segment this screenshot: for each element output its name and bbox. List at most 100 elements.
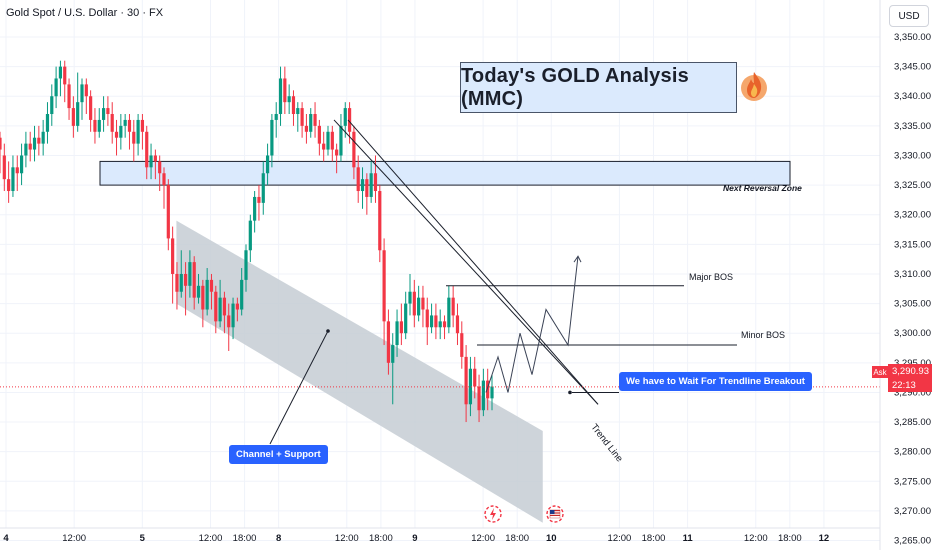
y-tick-label: 3,290.00 [894,387,931,398]
currency-button[interactable]: USD [889,5,929,27]
breakout-note[interactable]: We have to Wait For Trendline Breakout [619,372,812,391]
candle [192,256,196,310]
candle [205,268,209,316]
candle [468,356,473,417]
candle [490,374,494,411]
channel-support-note[interactable]: Channel + Support [229,445,328,464]
minor-bos-label: Minor BOS [741,330,786,340]
candle [162,167,166,209]
channel-layer [176,220,543,523]
x-tick-label: 12:00 [608,533,632,544]
candle [114,119,119,156]
x-tick-label: 18:00 [778,533,802,544]
candle [101,96,106,132]
x-tick-label: 11 [683,533,694,544]
candle [153,149,157,180]
candle [365,173,369,215]
candle [412,279,416,328]
candle [369,161,373,203]
candle [97,108,101,138]
y-tick-label: 3,270.00 [894,506,931,517]
candle [76,72,80,132]
candle [313,102,317,138]
candle [395,309,399,357]
y-tick-label: 3,275.00 [894,476,931,487]
candle [270,114,274,168]
candle [227,303,231,351]
candle [127,114,132,150]
x-tick-label: 18:00 [233,533,257,544]
y-tick-label: 3,265.00 [894,536,931,547]
channel-pointer [269,330,329,445]
y-tick-label: 3,325.00 [894,180,931,191]
candle [15,155,19,192]
candle [28,131,32,162]
candle [296,102,300,132]
candle [309,108,313,138]
candle [451,285,455,328]
candle [7,161,11,203]
candle [231,297,235,340]
y-tick-label: 3,285.00 [894,417,931,428]
candle [171,226,175,304]
y-tick-label: 3,315.00 [894,239,931,250]
candle [335,143,339,174]
x-tick-label: 4 [3,533,9,544]
us-flag-icon[interactable] [546,505,564,523]
y-tick-label: 3,295.00 [894,358,931,369]
candle [32,125,37,162]
candle [386,309,391,375]
candle [300,102,304,138]
candle [421,285,425,328]
candle [179,250,183,298]
candle [460,321,464,369]
candle [24,131,28,168]
candle [89,90,93,132]
candle [235,297,239,322]
time-axis[interactable]: 4 12:00 5 12:00 18:00 8 12:00 18:00 9 12:00 18:00 1… [3,533,829,544]
projection-path [485,256,579,393]
candle [183,262,188,316]
candle [145,125,149,180]
y-tick-label: 3,310.00 [894,269,931,280]
price-axis[interactable]: 3,350.00 3,345.00 3,340.00 3,335.00 3,330.00… [894,32,931,547]
candle [283,66,287,115]
candle [330,125,334,162]
x-tick-label: 12:00 [744,533,768,544]
lightning-icon[interactable] [484,505,502,523]
candle [486,368,490,411]
symbol-title[interactable]: Gold Spot / U.S. Dollar · 30 · FX [6,7,164,19]
candle [41,119,45,156]
reversal-zone-layer [99,160,791,186]
candle [408,273,412,316]
candle [54,66,58,109]
analysis-headline: Today's GOLD Analysis (MMC) [460,62,737,113]
candle [201,279,205,328]
candle [58,60,63,97]
candle [257,185,261,221]
candle [278,66,283,126]
channel-point [326,329,330,333]
candle [214,285,218,334]
candle [373,155,378,203]
candle [132,119,136,162]
reversal-zone-rect[interactable] [99,160,791,186]
candle [188,250,192,298]
x-tick-label: 5 [140,533,146,544]
candle [442,315,447,340]
candle [261,161,265,215]
fire-icon [741,72,767,101]
major-bos-label: Major BOS [689,272,734,282]
candle [291,90,296,126]
candle [222,291,227,334]
x-tick-label: 12:00 [199,533,223,544]
candle [378,185,382,263]
support-channel[interactable] [176,220,543,523]
candle [447,285,451,334]
candle [149,143,153,180]
candle [110,102,114,144]
candle [106,96,110,126]
candle [67,78,71,120]
trend-line[interactable] [347,119,599,405]
